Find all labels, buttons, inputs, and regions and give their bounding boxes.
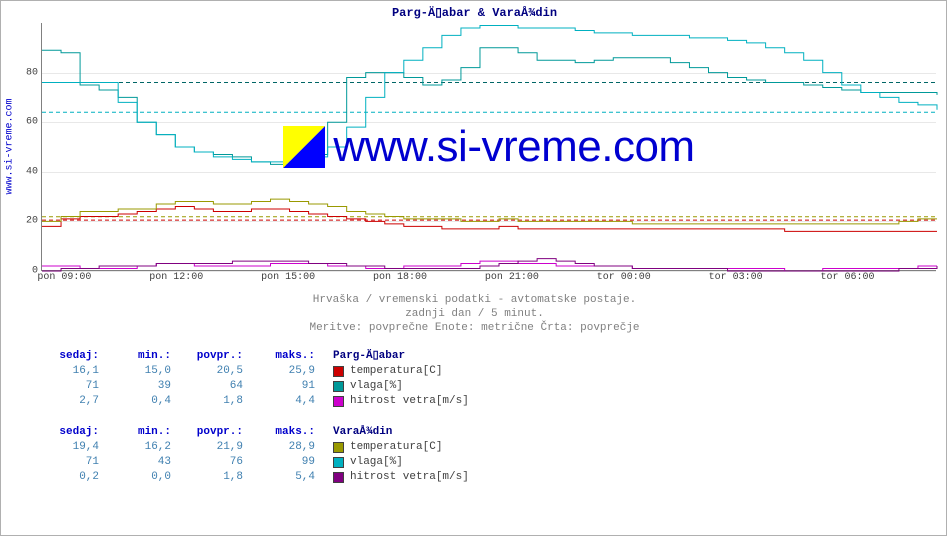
hdr-sedaj: sedaj: — [39, 425, 111, 440]
caption-line-2: zadnji dan / 5 minut. — [1, 307, 947, 321]
series-parg_temp — [42, 207, 937, 232]
stats-cell: 1,8 — [183, 394, 255, 409]
chart-title: Parg-Ä▯abar & VaraÅ¾din — [1, 5, 947, 20]
stats-cell: 19,4 — [39, 440, 111, 455]
x-tick-label: tor 03:00 — [709, 272, 763, 283]
stats-cell: 16,2 — [111, 440, 183, 455]
chart-container: Parg-Ä▯abar & VaraÅ¾din www.si-vreme.com… — [1, 1, 947, 537]
legend-label: hitrost vetra[m/s] — [350, 394, 469, 409]
hdr-maks: maks.: — [255, 425, 327, 440]
stats-cell: 2,7 — [39, 394, 111, 409]
legend-label: hitrost vetra[m/s] — [350, 470, 469, 485]
station-name: VaraÅ¾din — [327, 425, 392, 440]
stats-cell: 91 — [255, 379, 327, 394]
caption-line-3: Meritve: povprečne Enote: metrične Črta:… — [1, 321, 947, 335]
hdr-povpr: povpr.: — [183, 349, 255, 364]
hdr-povpr: povpr.: — [183, 425, 255, 440]
stats-cell: 39 — [111, 379, 183, 394]
series-vara_vlaga — [42, 25, 937, 161]
stats-table-station-1: sedaj:min.:povpr.:maks.:Parg-Ä▯abar16,11… — [39, 349, 469, 409]
legend-item: vlaga[%] — [327, 455, 403, 470]
legend-swatch — [333, 457, 344, 468]
stats-row: 16,115,020,525,9 temperatura[C] — [39, 364, 469, 379]
stats-cell: 43 — [111, 455, 183, 470]
x-tick-label: tor 00:00 — [597, 272, 651, 283]
stats-cell: 25,9 — [255, 364, 327, 379]
legend-item: temperatura[C] — [327, 364, 442, 379]
hdr-min: min.: — [111, 425, 183, 440]
legend-swatch — [333, 472, 344, 483]
stats-row: 19,416,221,928,9 temperatura[C] — [39, 440, 469, 455]
y-tick-label: 80 — [26, 67, 38, 78]
stats-row: 2,70,41,84,4 hitrost vetra[m/s] — [39, 394, 469, 409]
stats-row: 0,20,01,85,4 hitrost vetra[m/s] — [39, 470, 469, 485]
stats-cell: 5,4 — [255, 470, 327, 485]
stats-cell: 4,4 — [255, 394, 327, 409]
stats-row: sedaj:min.:povpr.:maks.:Parg-Ä▯abar — [39, 349, 469, 364]
stats-cell: 71 — [39, 379, 111, 394]
chart-lines — [42, 23, 937, 271]
legend-swatch — [333, 396, 344, 407]
legend-label: vlaga[%] — [350, 379, 403, 394]
x-tick-label: pon 09:00 — [37, 272, 91, 283]
legend-item: hitrost vetra[m/s] — [327, 394, 469, 409]
stats-cell: 20,5 — [183, 364, 255, 379]
hdr-maks: maks.: — [255, 349, 327, 364]
stats-cell: 64 — [183, 379, 255, 394]
legend-swatch — [333, 381, 344, 392]
series-vara_veter — [42, 259, 937, 271]
stats-cell: 15,0 — [111, 364, 183, 379]
x-tick-label: pon 12:00 — [149, 272, 203, 283]
x-tick-label: pon 15:00 — [261, 272, 315, 283]
y-tick-label: 60 — [26, 117, 38, 128]
y-axis-label-container: www.si-vreme.com — [3, 1, 17, 291]
stats-row: 71396491 vlaga[%] — [39, 379, 469, 394]
hdr-sedaj: sedaj: — [39, 349, 111, 364]
legend-label: temperatura[C] — [350, 364, 442, 379]
stats-cell: 76 — [183, 455, 255, 470]
x-tick-label: tor 06:00 — [820, 272, 874, 283]
legend-swatch — [333, 366, 344, 377]
plot-area: 020406080pon 09:00pon 12:00pon 15:00pon … — [41, 23, 936, 271]
legend-swatch — [333, 442, 344, 453]
stats-cell: 0,4 — [111, 394, 183, 409]
hdr-min: min.: — [111, 349, 183, 364]
stats-row: sedaj:min.:povpr.:maks.:VaraÅ¾din — [39, 425, 469, 440]
y-tick-label: 40 — [26, 166, 38, 177]
stats-row: 71437699 vlaga[%] — [39, 455, 469, 470]
legend-item: temperatura[C] — [327, 440, 442, 455]
legend-item: vlaga[%] — [327, 379, 403, 394]
station-name: Parg-Ä▯abar — [327, 349, 405, 364]
x-tick-label: pon 21:00 — [485, 272, 539, 283]
y-axis-label: www.si-vreme.com — [5, 98, 16, 194]
caption-line-1: Hrvaška / vremenski podatki - avtomatske… — [1, 293, 947, 307]
stats-cell: 21,9 — [183, 440, 255, 455]
stats-cell: 28,9 — [255, 440, 327, 455]
legend-label: temperatura[C] — [350, 440, 442, 455]
stats-cell: 71 — [39, 455, 111, 470]
y-tick-label: 20 — [26, 216, 38, 227]
stats-cell: 0,0 — [111, 470, 183, 485]
stats-cell: 99 — [255, 455, 327, 470]
x-tick-label: pon 18:00 — [373, 272, 427, 283]
legend-label: vlaga[%] — [350, 455, 403, 470]
legend-item: hitrost vetra[m/s] — [327, 470, 469, 485]
stats-cell: 16,1 — [39, 364, 111, 379]
stats-table-station-2: sedaj:min.:povpr.:maks.:VaraÅ¾din19,416,… — [39, 425, 469, 485]
stats-cell: 1,8 — [183, 470, 255, 485]
stats-cell: 0,2 — [39, 470, 111, 485]
